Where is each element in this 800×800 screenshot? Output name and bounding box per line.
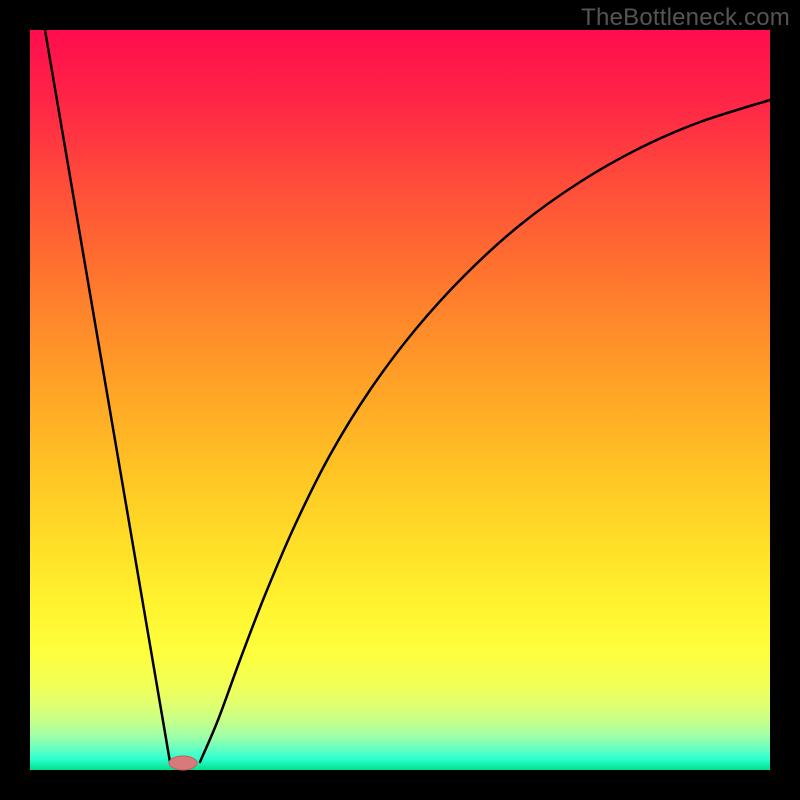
plot-area bbox=[30, 30, 770, 770]
bottleneck-marker bbox=[169, 756, 197, 770]
watermark-text: TheBottleneck.com bbox=[581, 4, 790, 32]
chart-container: TheBottleneck.com bbox=[0, 0, 800, 800]
chart-svg bbox=[0, 0, 800, 800]
